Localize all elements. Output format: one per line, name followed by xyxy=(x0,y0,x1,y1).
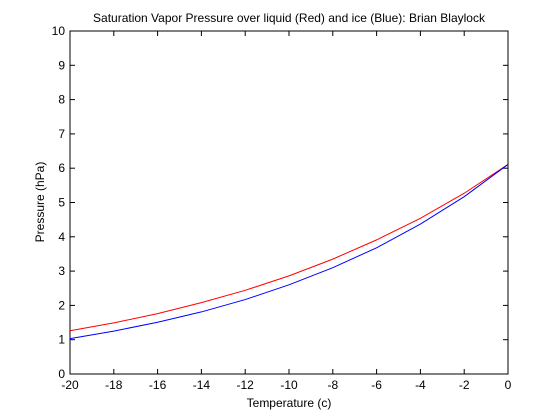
x-tick-label: -14 xyxy=(193,378,211,392)
y-tick-label: 7 xyxy=(58,127,65,141)
chart-title: Saturation Vapor Pressure over liquid (R… xyxy=(93,11,486,25)
y-axis-label: Pressure (hPa) xyxy=(33,162,47,243)
x-tick-label: -12 xyxy=(237,378,255,392)
x-tick-label: -6 xyxy=(371,378,382,392)
x-tick-label: -10 xyxy=(280,378,298,392)
ice-curve xyxy=(69,164,509,340)
y-tick-label: 9 xyxy=(58,58,65,72)
series-layer xyxy=(69,164,509,340)
y-tick-label: 2 xyxy=(58,298,65,312)
x-tick-label: -18 xyxy=(105,378,123,392)
y-tick-label: 0 xyxy=(58,367,65,381)
y-tick-label: 6 xyxy=(58,161,65,175)
x-axis-label: Temperature (c) xyxy=(247,396,332,410)
liquid-curve xyxy=(69,164,509,332)
x-tick-label: -20 xyxy=(61,378,79,392)
x-tick-label: -4 xyxy=(415,378,426,392)
x-tick-label: -8 xyxy=(327,378,338,392)
x-tick-label: -16 xyxy=(149,378,167,392)
y-tick-label: 4 xyxy=(58,230,65,244)
y-tick-label: 5 xyxy=(58,196,65,210)
plot-area xyxy=(69,30,509,375)
y-tick-label: 1 xyxy=(58,333,65,347)
y-tick-label: 8 xyxy=(58,93,65,107)
y-tick-label: 3 xyxy=(58,264,65,278)
x-tick-label: 0 xyxy=(505,378,512,392)
x-tick-label: -2 xyxy=(459,378,470,392)
y-tick-label: 10 xyxy=(52,24,66,38)
